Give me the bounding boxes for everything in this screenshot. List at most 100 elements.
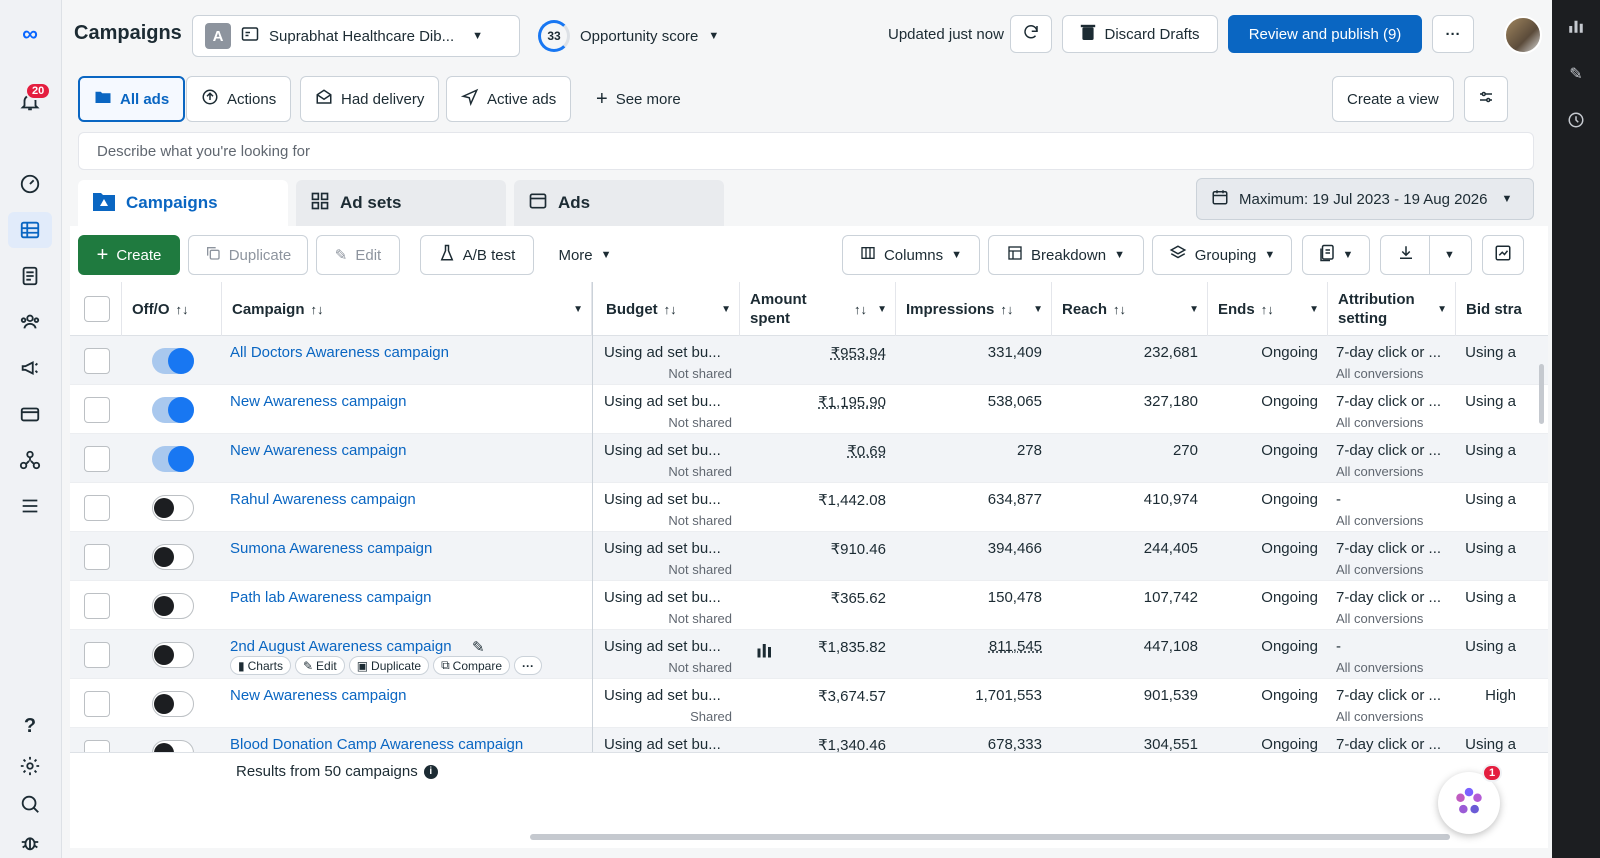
chart-view-button[interactable] <box>1482 235 1524 275</box>
campaign-toggle[interactable] <box>152 691 194 717</box>
campaign-name-link[interactable]: Blood Donation Camp Awareness campaign <box>230 736 524 753</box>
pencil-icon[interactable]: ✎ <box>1569 66 1583 83</box>
row-checkbox[interactable] <box>84 642 110 668</box>
row-checkbox[interactable] <box>84 446 110 472</box>
more-options-button[interactable]: ··· <box>1432 15 1474 53</box>
create-button[interactable]: + Create <box>78 235 180 275</box>
campaign-name-link[interactable]: Sumona Awareness campaign <box>230 540 433 557</box>
campaign-name-link[interactable]: 2nd August Awareness campaign <box>230 638 452 655</box>
header-campaign[interactable]: Campaign ↑↓ ▼ <box>222 282 592 336</box>
header-offon[interactable]: Off/O ↑↓ <box>122 282 222 336</box>
header-amount-spent[interactable]: Amount spent ↑↓ ▼ <box>740 282 896 336</box>
header-budget[interactable]: Budget ↑↓ ▼ <box>596 282 740 336</box>
campaign-toggle[interactable] <box>152 348 194 374</box>
campaign-name-link[interactable]: Path lab Awareness campaign <box>230 589 432 606</box>
row-checkbox[interactable] <box>84 691 110 717</box>
discard-drafts-button[interactable]: Discard Drafts <box>1062 15 1218 53</box>
filter-settings-button[interactable] <box>1464 76 1508 122</box>
filter-active-ads[interactable]: Active ads <box>446 76 572 122</box>
opportunity-score[interactable]: 33 Opportunity score ▼ <box>538 18 719 54</box>
vertical-scrollbar[interactable] <box>1539 364 1544 424</box>
filter-actions[interactable]: Actions <box>186 76 292 122</box>
campaign-name-link[interactable]: New Awareness campaign <box>230 442 407 459</box>
row-checkbox[interactable] <box>84 348 110 374</box>
bar-chart-icon[interactable] <box>1566 16 1586 36</box>
profile-avatar[interactable] <box>1504 16 1542 54</box>
row-checkbox[interactable] <box>84 397 110 423</box>
audiences-icon[interactable] <box>16 308 44 336</box>
refresh-button[interactable] <box>1010 15 1052 53</box>
assistant-button[interactable] <box>1438 772 1500 834</box>
help-icon[interactable]: ? <box>23 714 37 737</box>
menu-icon[interactable] <box>16 492 44 520</box>
header-budget-label: Budget <box>606 300 658 318</box>
row-compare-button[interactable]: ⧉ Compare <box>433 656 511 675</box>
sort-icon: ↑↓ <box>175 301 189 317</box>
campaign-toggle[interactable] <box>152 642 194 668</box>
budget-sub: Not shared <box>668 513 732 528</box>
campaign-toggle[interactable] <box>152 544 194 570</box>
reports-dropdown-button[interactable]: ▼ <box>1302 235 1370 275</box>
select-all-checkbox[interactable] <box>84 296 110 322</box>
row-charts-button[interactable]: ▮ Charts <box>230 656 291 675</box>
pencil-icon[interactable]: ✎ <box>472 639 485 656</box>
search-icon[interactable] <box>16 790 44 818</box>
history-clock-icon[interactable] <box>1566 110 1586 130</box>
row-checkbox[interactable] <box>84 593 110 619</box>
header-impressions[interactable]: Impressions ↑↓ ▼ <box>896 282 1052 336</box>
bid-strategy-cell: Using a <box>1465 344 1516 361</box>
grouping-button[interactable]: Grouping ▼ <box>1152 235 1292 275</box>
row-checkbox[interactable] <box>84 495 110 521</box>
settings-icon[interactable] <box>16 752 44 780</box>
campaign-toggle[interactable] <box>152 593 194 619</box>
mini-bar-chart-icon[interactable] <box>756 642 774 661</box>
tab-campaigns[interactable]: Campaigns <box>78 180 288 226</box>
campaign-name-link[interactable]: Rahul Awareness campaign <box>230 491 416 508</box>
search-input[interactable]: Describe what you're looking for <box>78 132 1534 170</box>
horizontal-scrollbar[interactable] <box>530 834 1450 840</box>
header-reach[interactable]: Reach ↑↓ ▼ <box>1052 282 1208 336</box>
row-edit-button[interactable]: ✎ Edit <box>294 656 345 675</box>
ab-test-button[interactable]: A/B test <box>420 235 534 275</box>
review-publish-button[interactable]: Review and publish (9) <box>1228 15 1422 53</box>
export-button[interactable]: ▼ <box>1380 235 1472 275</box>
bug-icon[interactable] <box>16 828 44 856</box>
see-more-filters[interactable]: + See more <box>582 76 695 122</box>
campaign-name-link[interactable]: All Doctors Awareness campaign <box>230 344 449 361</box>
campaign-toggle[interactable] <box>152 397 194 423</box>
row-more-button[interactable]: ··· <box>514 656 543 675</box>
row-checkbox[interactable] <box>84 544 110 570</box>
edit-button[interactable]: ✎ Edit <box>316 235 400 275</box>
date-range-picker[interactable]: Maximum: 19 Jul 2023 - 19 Aug 2026 ▼ <box>1196 178 1534 220</box>
dashboard-icon[interactable] <box>16 170 44 198</box>
more-button[interactable]: More ▼ <box>544 235 626 275</box>
ads-megaphone-icon[interactable] <box>16 354 44 382</box>
filter-all-ads[interactable]: All ads <box>78 76 186 122</box>
billing-icon[interactable] <box>16 400 44 428</box>
duplicate-button[interactable]: Duplicate <box>188 235 308 275</box>
filter-had-delivery[interactable]: Had delivery <box>300 76 440 122</box>
info-icon[interactable]: i <box>423 764 438 779</box>
tab-ad-sets[interactable]: Ad sets <box>296 180 506 226</box>
header-ends[interactable]: Ends ↑↓ ▼ <box>1208 282 1328 336</box>
tab-ads[interactable]: Ads <box>514 180 724 226</box>
campaign-toggle[interactable] <box>152 446 194 472</box>
chevron-down-icon: ▼ <box>1342 249 1354 261</box>
breakdown-button[interactable]: Breakdown ▼ <box>988 235 1144 275</box>
attribution-cell: 7-day click or ... <box>1336 540 1442 557</box>
columns-button[interactable]: Columns ▼ <box>842 235 980 275</box>
campaign-name-link[interactable]: New Awareness campaign <box>230 393 407 410</box>
assistant-fab[interactable]: 1 <box>1438 764 1503 834</box>
campaign-name-link[interactable]: New Awareness campaign <box>230 687 407 704</box>
create-view-button[interactable]: Create a view <box>1332 76 1454 122</box>
campaign-toggle[interactable] <box>152 495 194 521</box>
reports-icon[interactable] <box>16 262 44 290</box>
business-settings-icon[interactable] <box>16 446 44 474</box>
account-selector[interactable]: A Suprabhat Healthcare Dib... ▼ <box>192 15 520 57</box>
campaigns-grid-icon[interactable] <box>8 212 52 248</box>
header-attribution[interactable]: Attribution setting ▼ <box>1328 282 1456 336</box>
pencil-icon: ✎ <box>302 658 314 673</box>
meta-logo-icon[interactable]: ∞ <box>22 21 38 46</box>
header-bid-strategy[interactable]: Bid stra <box>1456 282 1548 336</box>
row-duplicate-button[interactable]: ▣ Duplicate <box>348 656 430 675</box>
